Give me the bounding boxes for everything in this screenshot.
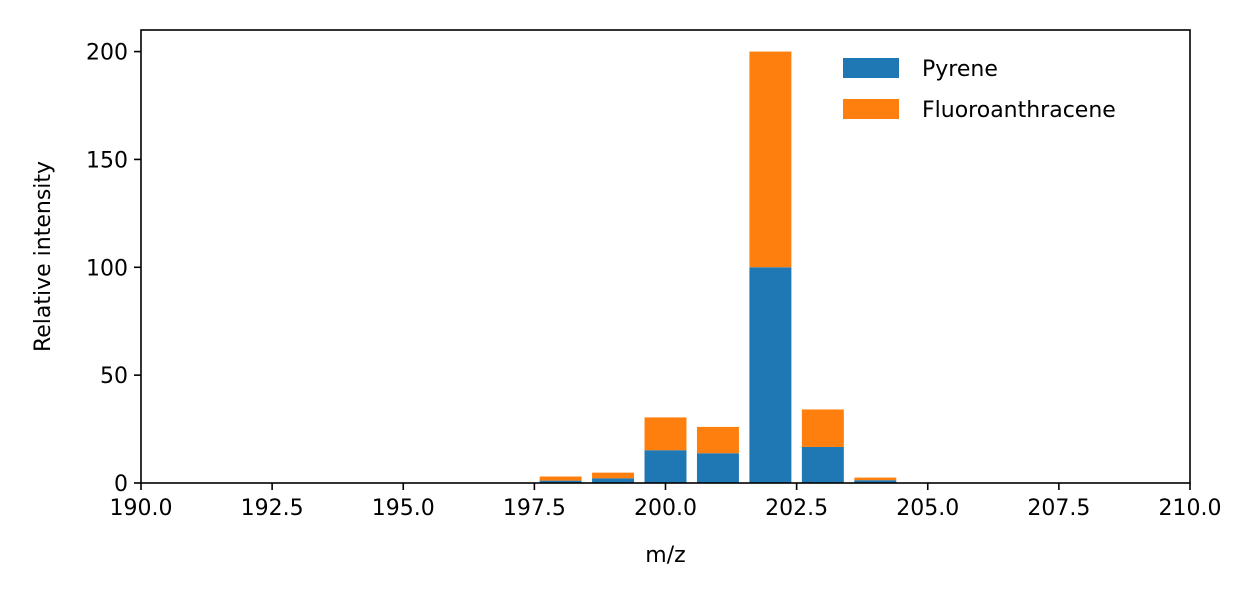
x-axis-label: m/z (645, 543, 685, 568)
bar-fluoroanthracene-200 (644, 417, 687, 451)
bar-pyrene-201 (696, 453, 739, 483)
bar-fluoroanthracene-204 (854, 477, 897, 481)
legend-label-fluoroanthracene: Fluoroanthracene (922, 98, 1116, 123)
y-tick-label: 100 (86, 256, 128, 281)
bar-fluoroanthracene-202 (749, 51, 792, 268)
bar-fluoroanthracene-198 (539, 476, 582, 481)
legend-label-pyrene: Pyrene (922, 57, 998, 82)
y-tick-label: 50 (100, 364, 128, 389)
legend: Pyrene Fluoroanthracene (843, 57, 1116, 123)
x-tick-label: 210.0 (1159, 496, 1222, 521)
y-tick-label: 150 (86, 148, 128, 173)
x-tick-label: 207.5 (1027, 496, 1090, 521)
bar-fluoroanthracene-203 (801, 409, 844, 447)
legend-swatch-pyrene (843, 58, 899, 78)
bar-fluoroanthracene-201 (696, 426, 739, 454)
x-tick-label: 200.0 (634, 496, 697, 521)
y-tick-label: 0 (114, 472, 128, 497)
x-tick-label: 195.0 (372, 496, 435, 521)
y-axis-label: Relative intensity (31, 161, 56, 352)
y-tick-label: 200 (86, 41, 128, 66)
bar-pyrene-202 (749, 267, 792, 483)
x-tick-label: 190.0 (110, 496, 173, 521)
bar-fluoroanthracene-199 (592, 472, 635, 479)
x-tick-label: 192.5 (241, 496, 304, 521)
bar-pyrene-199 (592, 478, 635, 483)
y-axis: 0 50 100 150 200 (86, 41, 141, 497)
x-tick-label: 197.5 (503, 496, 566, 521)
bar-pyrene-203 (801, 446, 844, 483)
bar-pyrene-200 (644, 450, 687, 483)
x-axis: 190.0 192.5 195.0 197.5 200.0 202.5 205.0 207.5… (110, 483, 1222, 521)
x-tick-label: 205.0 (896, 496, 959, 521)
bar-pyrene-198 (539, 480, 582, 483)
bars-layer (539, 51, 897, 483)
bar-pyrene-204 (854, 480, 897, 483)
x-tick-label: 202.5 (765, 496, 828, 521)
legend-swatch-fluoroanthracene (843, 99, 899, 119)
